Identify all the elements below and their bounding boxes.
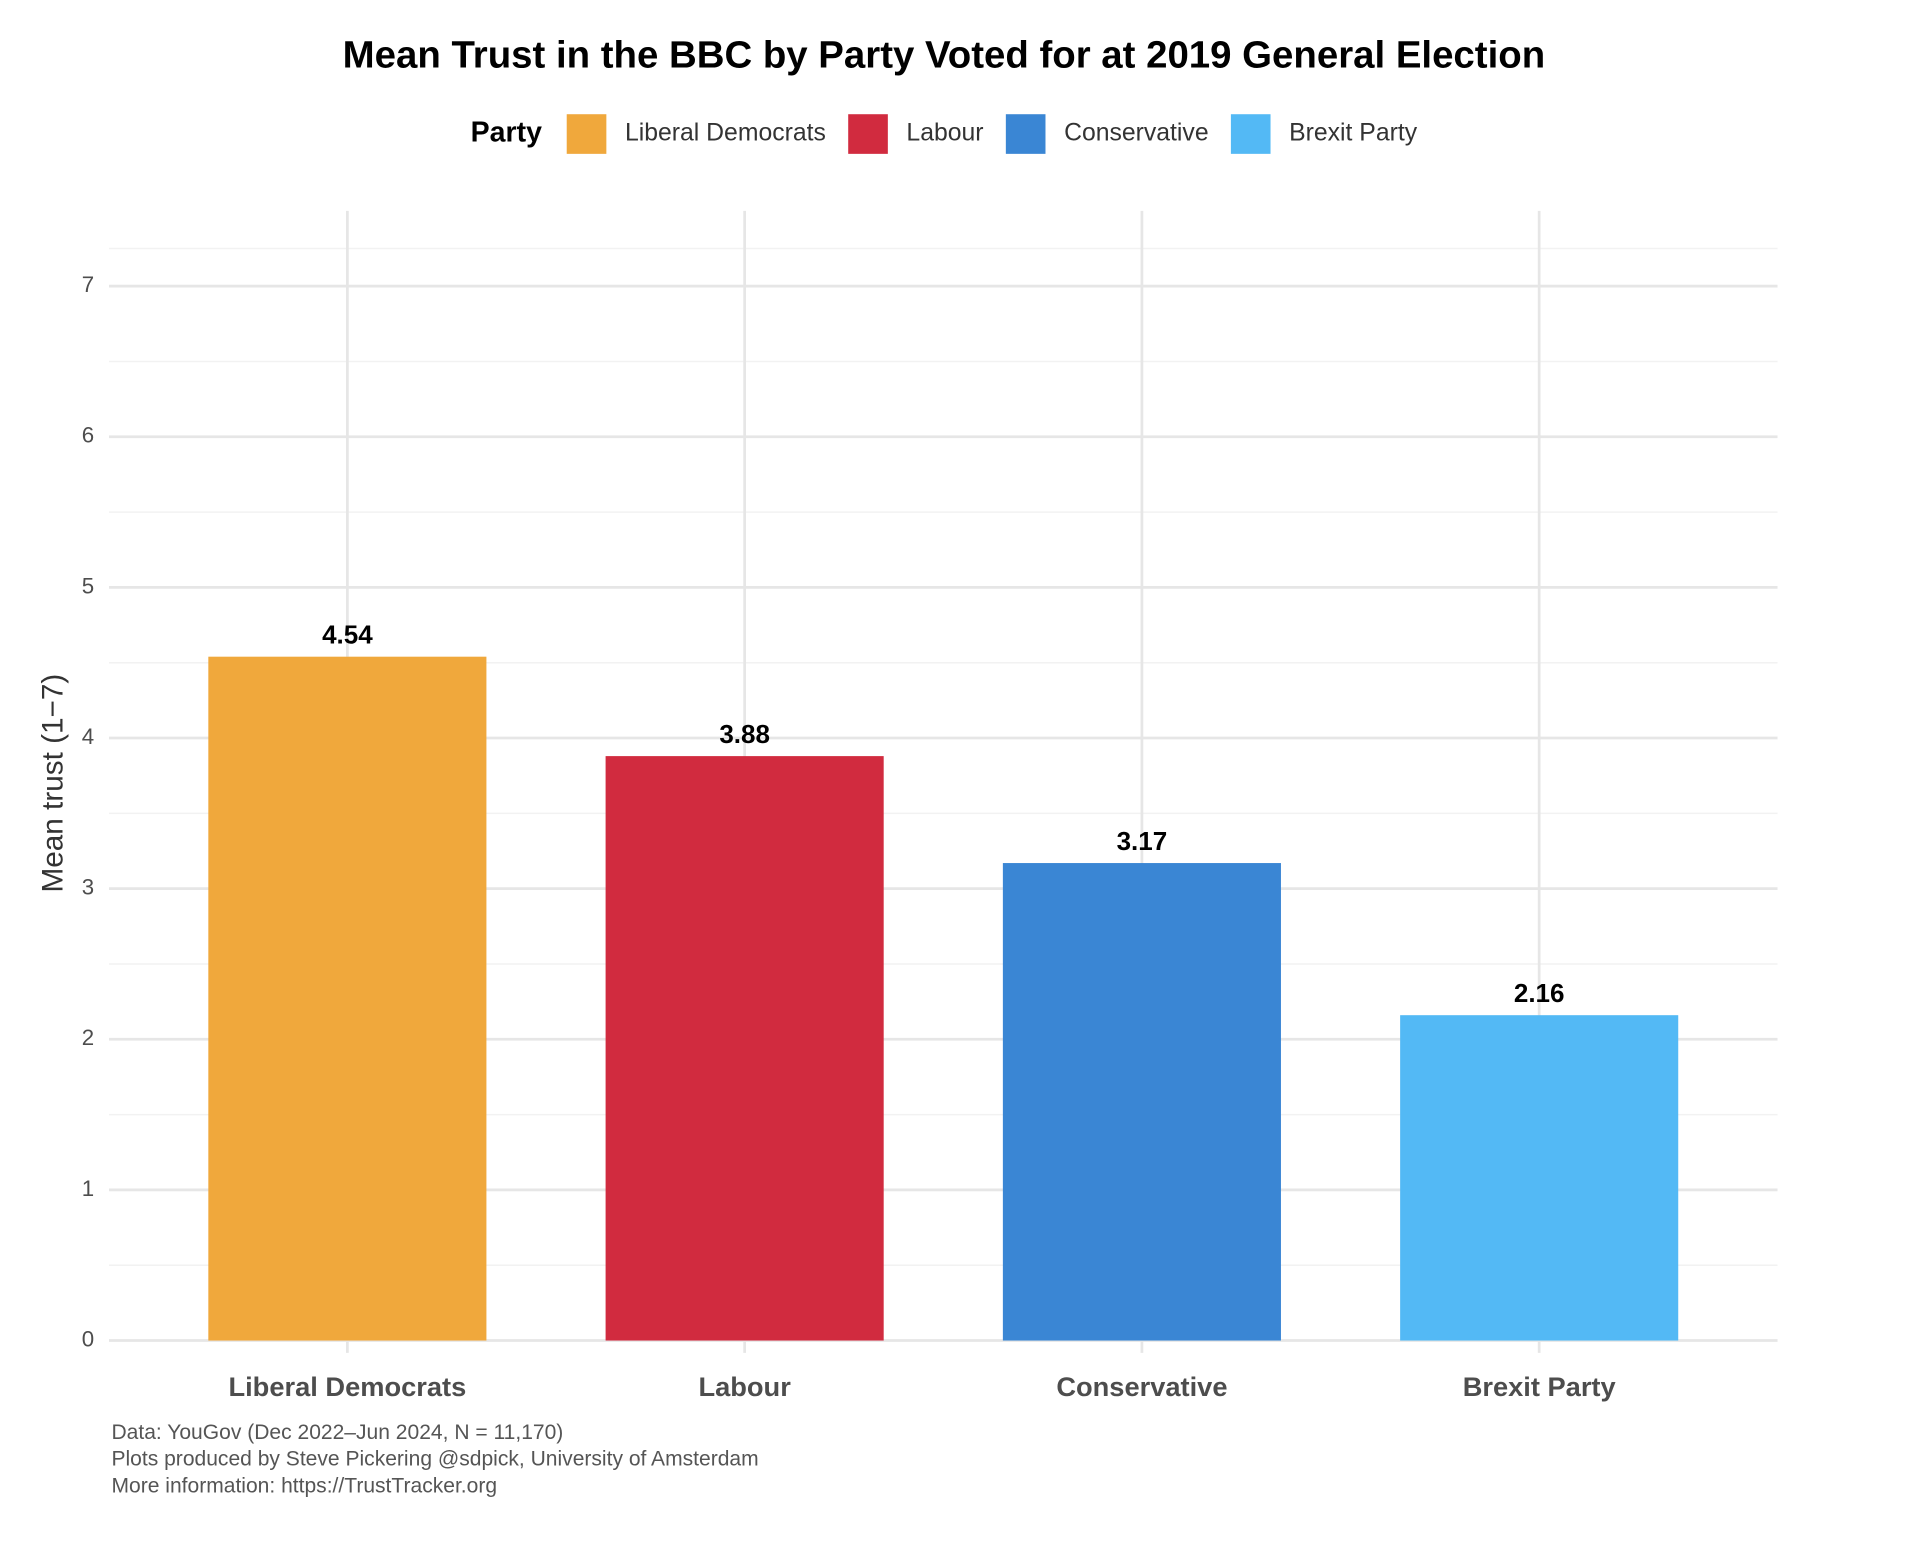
x-tick-label: Brexit Party [1463,1371,1617,1402]
y-tick-label: 5 [82,573,94,598]
bar [1400,1015,1679,1341]
caption: Plots produced by Steve Pickering @sdpic… [111,1448,758,1471]
legend-label: Liberal Democrats [625,120,826,147]
bar [605,756,884,1341]
legend-swatch [566,114,607,154]
caption: Data: YouGov (Dec 2022–Jun 2024, N = 11,… [111,1421,563,1444]
bar [208,656,487,1341]
legend-swatch [1005,114,1046,154]
bar [1002,863,1281,1341]
y-tick-label: 1 [82,1176,94,1201]
legend-title: Party [471,117,542,149]
caption: More information: https://TrustTracker.o… [111,1474,497,1497]
y-tick-label: 0 [82,1326,94,1351]
y-tick-label: 6 [82,423,94,448]
value-label: 2.16 [1514,978,1565,1008]
chart-title: Mean Trust in the BBC by Party Voted for… [343,33,1546,76]
y-tick-label: 3 [82,875,94,900]
y-tick-label: 7 [82,272,94,297]
legend-swatch [848,114,888,154]
value-label: 3.88 [719,719,770,749]
legend-label: Labour [906,120,983,147]
legend-swatch [1230,114,1271,154]
x-tick-label: Labour [698,1371,791,1402]
value-label: 4.54 [322,620,373,650]
y-axis-title: Mean trust (1−7) [36,674,69,893]
legend-label: Brexit Party [1289,120,1418,147]
legend-label: Conservative [1064,120,1209,147]
y-tick-label: 4 [82,724,94,749]
value-label: 3.17 [1117,826,1168,856]
x-tick-label: Liberal Democrats [228,1371,466,1402]
y-tick-label: 2 [82,1025,94,1050]
x-tick-label: Conservative [1056,1371,1227,1402]
